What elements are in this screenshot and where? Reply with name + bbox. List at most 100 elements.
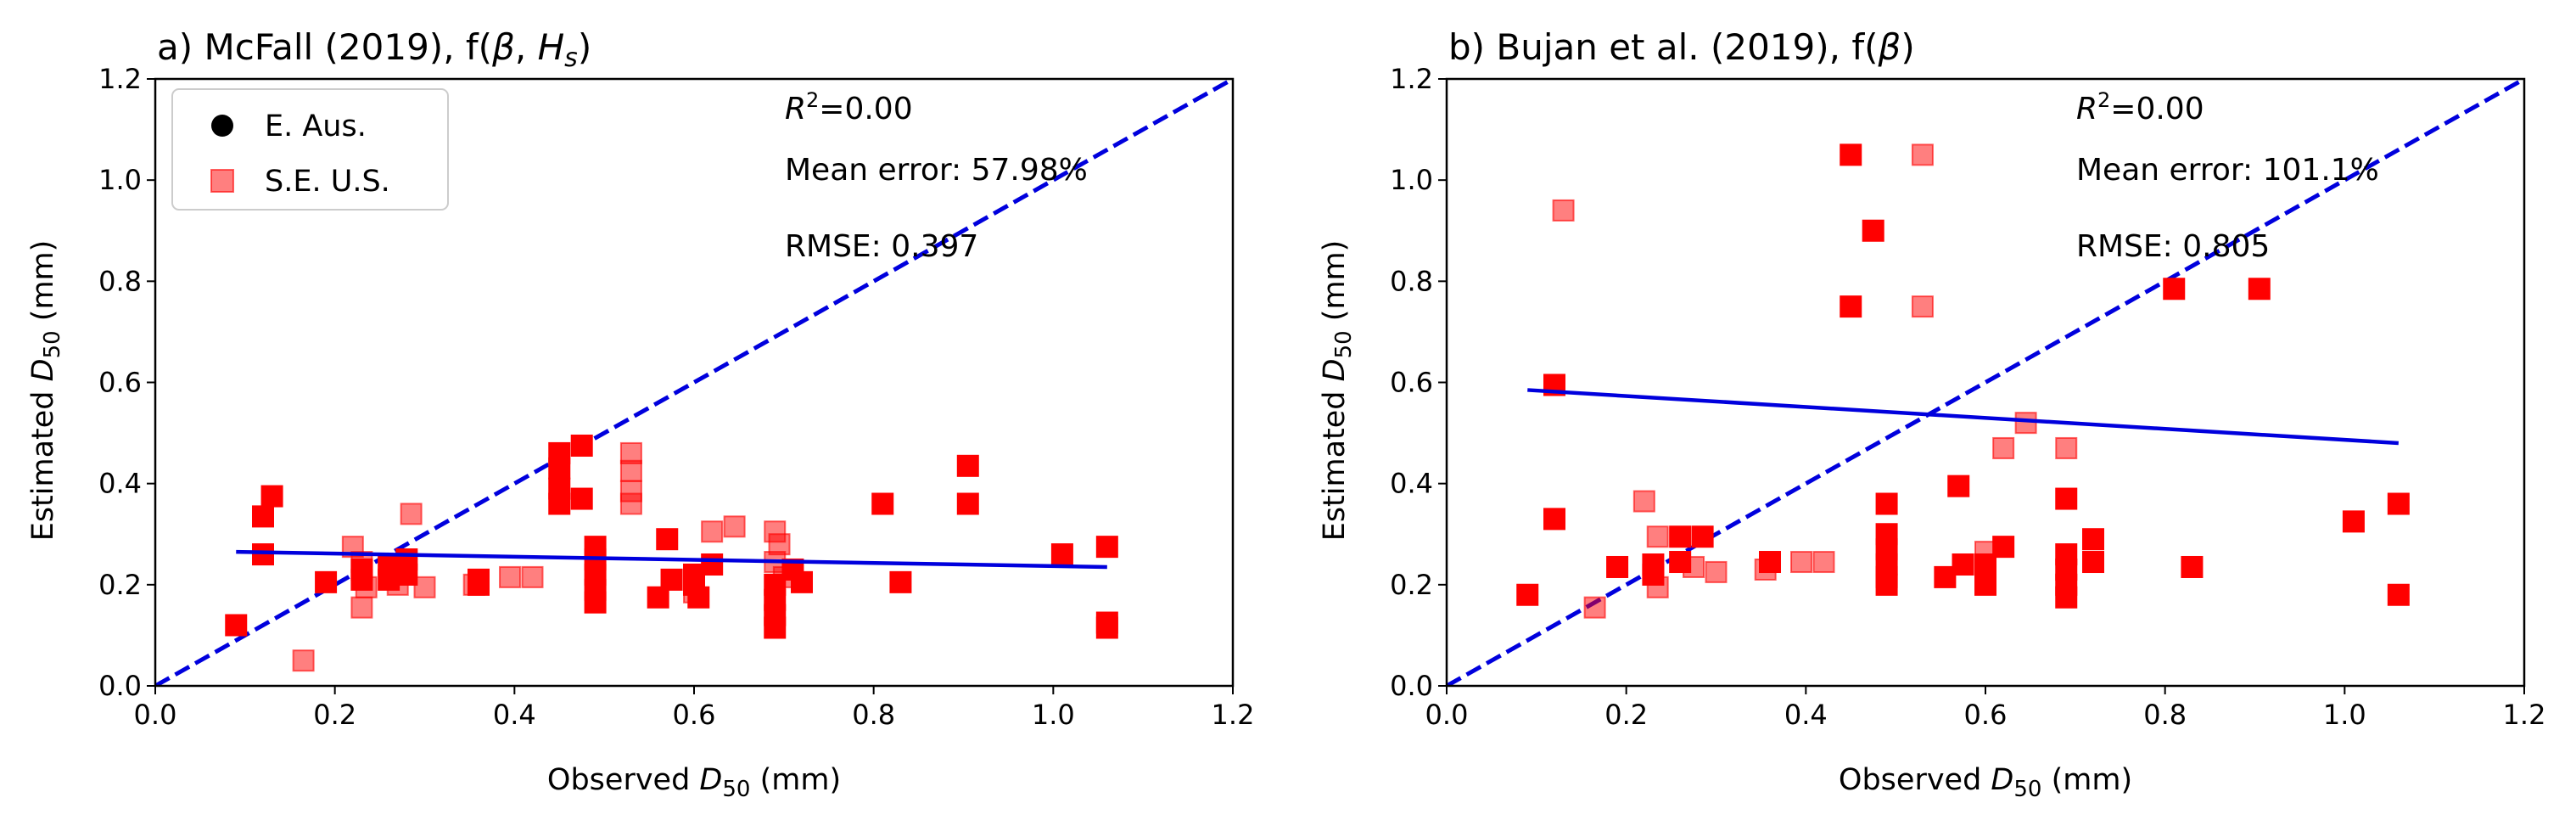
panel-a-point-se-us	[350, 596, 373, 619]
panel-b-point-e-aus	[1974, 573, 1996, 596]
panel-b-point-e-aus	[1840, 295, 1862, 318]
panel-b-title: b) Bujan et al. (2019), f(β)	[1448, 26, 1915, 68]
panel-b-point-e-aus	[2082, 528, 2104, 551]
panel-a-point-e-aus	[1050, 543, 1073, 566]
panel-a-point-e-aus	[570, 487, 593, 510]
panel-b-point-e-aus	[1516, 583, 1539, 606]
panel-b-point-se-us	[1992, 436, 2015, 459]
panel-b-point-se-us	[1911, 295, 1934, 318]
panel-b-point-e-aus	[2181, 555, 2204, 578]
panel-a-point-e-aus	[889, 570, 912, 593]
panel-a-mean-error: Mean error: 57.98%	[785, 153, 1088, 188]
panel-a-point-e-aus	[584, 591, 607, 614]
panel-b-point-e-aus	[1952, 553, 1974, 576]
panel-a-point-e-aus	[260, 485, 283, 508]
panel-a-point-e-aus	[252, 543, 274, 566]
panel-a-x-tick-label: 0.0	[134, 699, 177, 731]
panel-b-point-e-aus	[2387, 492, 2410, 515]
panel-b-point-e-aus	[1862, 219, 1884, 242]
panel-a-point-se-us	[619, 459, 642, 482]
panel-b-point-se-us	[1754, 558, 1777, 581]
panel-a-y-tick-label: 0.6	[98, 367, 142, 399]
panel-a-point-e-aus	[225, 614, 248, 637]
panel-a-point-e-aus	[656, 528, 679, 551]
panel-b-x-tick-label: 1.2	[2503, 699, 2546, 731]
panel-b-point-se-us	[1705, 560, 1728, 583]
panel-b-x-tick-label: 0.8	[2143, 699, 2187, 731]
panel-b-point-e-aus	[2248, 278, 2271, 300]
legend-marker-e-aus	[211, 115, 233, 137]
panel-b-point-e-aus	[1669, 525, 1692, 548]
panel-b-point-e-aus	[2055, 487, 2078, 510]
panel-a-x-tick-label: 0.2	[313, 699, 356, 731]
panel-b-point-se-us	[2014, 412, 2037, 435]
panel-b-point-e-aus	[1992, 536, 2015, 559]
panel-b-y-tick-label: 0.8	[1390, 265, 1433, 297]
panel-b-rmse: RMSE: 0.805	[2076, 229, 2270, 264]
panel-a-x-tick-label: 1.0	[1032, 699, 1075, 731]
panel-a-point-e-aus	[1095, 536, 1118, 559]
panel-b-point-e-aus	[1934, 565, 1957, 588]
panel-a-point-se-us	[723, 515, 746, 538]
panel-a-rmse: RMSE: 0.397	[785, 229, 978, 264]
panel-a-y-tick-label: 0.4	[98, 468, 142, 500]
panel-b-point-se-us	[1632, 490, 1655, 513]
panel-a-point-se-us	[499, 565, 522, 588]
panel-a-point-e-aus	[315, 570, 338, 593]
panel-a-point-se-us	[400, 503, 423, 525]
panel-b-point-se-us	[1974, 541, 1996, 564]
panel-b-mean-error: Mean error: 101.1%	[2076, 153, 2379, 188]
panel-b-point-e-aus	[2387, 583, 2410, 606]
legend-label-e-aus: E. Aus.	[265, 110, 367, 143]
panel-a-point-e-aus	[791, 570, 813, 593]
legend-label-se-us: S.E. U.S.	[265, 165, 390, 199]
panel-b-point-e-aus	[1875, 573, 1898, 596]
panel-b-y-axis-label: Estimated D50 (mm)	[1318, 240, 1357, 542]
panel-b-point-se-us	[1552, 199, 1575, 222]
panel-b-point-se-us	[1646, 576, 1669, 598]
panel-a-point-se-us	[386, 573, 409, 596]
panel-a-point-e-aus	[570, 434, 593, 457]
panel-a-mcfall: 0.0 0.2 0.4 0.6 0.8 1.0 1.2 0.0 0.2 0.4 0.6 0.8 1.0 1…	[26, 26, 1254, 802]
panel-a-y-tick-label: 1.0	[98, 164, 142, 196]
panel-b-point-e-aus	[1875, 492, 1898, 515]
panel-b-point-se-us	[1683, 555, 1705, 578]
panel-a-y-axis-label: Estimated D50 (mm)	[26, 240, 65, 542]
panel-a-x-axis-label: Observed D50 (mm)	[547, 763, 841, 802]
panel-a-y-tick-label: 0.8	[98, 265, 142, 297]
panel-b-bujan: 0.0 0.2 0.4 0.6 0.8 1.0 1.2 0.0 0.2 0.4 0.6 0.8 1.0 1…	[1318, 26, 2545, 802]
panel-a-point-e-aus	[548, 457, 571, 480]
panel-b-point-e-aus	[1947, 475, 1970, 497]
panel-b-x-tick-label: 0.6	[1964, 699, 2008, 731]
panel-a-x-tick-label: 0.8	[852, 699, 895, 731]
panel-a-plot-area: 0.0 0.2 0.4 0.6 0.8 1.0 1.2 0.0 0.2 0.4 0.6 0.8 1.0 1…	[98, 63, 1254, 731]
panel-b-x-axis-label: Observed D50 (mm)	[1839, 763, 2132, 802]
panel-b-x-tick-label: 0.2	[1604, 699, 1648, 731]
panel-b-r2: R2=0.00	[2076, 88, 2204, 126]
panel-a-y-tick-label: 0.0	[98, 670, 142, 702]
panel-a-point-se-us	[772, 565, 795, 588]
panel-a-point-e-aus	[764, 616, 787, 639]
legend: E. Aus. S.E. U.S.	[171, 88, 449, 211]
panel-a-point-se-us	[462, 573, 485, 596]
panel-a-r2: R2=0.00	[785, 88, 913, 126]
panel-a-point-e-aus	[956, 492, 979, 515]
panel-a-point-se-us	[521, 565, 544, 588]
panel-b-point-se-us	[1790, 551, 1813, 574]
panel-b-y-tick-label: 1.0	[1390, 164, 1433, 196]
panel-b-y-tick-label: 1.2	[1390, 63, 1433, 95]
panel-b-marks	[1447, 79, 2524, 686]
panel-b-plot-area: 0.0 0.2 0.4 0.6 0.8 1.0 1.2 0.0 0.2 0.4 0.6 0.8 1.0 1…	[1390, 63, 2545, 731]
panel-a-point-se-us	[619, 492, 642, 515]
panel-a-point-e-aus	[252, 505, 274, 528]
panel-b-point-se-us	[1583, 596, 1606, 619]
panel-a-marks	[155, 79, 1233, 686]
panel-a-point-e-aus	[956, 454, 979, 477]
panel-b-y-tick-label: 0.2	[1390, 569, 1433, 601]
panel-a-point-se-us	[292, 649, 315, 672]
panel-a-point-se-us	[355, 576, 378, 598]
panel-b-x-tick-label: 0.0	[1425, 699, 1469, 731]
panel-b-point-e-aus	[2082, 551, 2104, 574]
panel-b-y-tick-label: 0.6	[1390, 367, 1433, 399]
